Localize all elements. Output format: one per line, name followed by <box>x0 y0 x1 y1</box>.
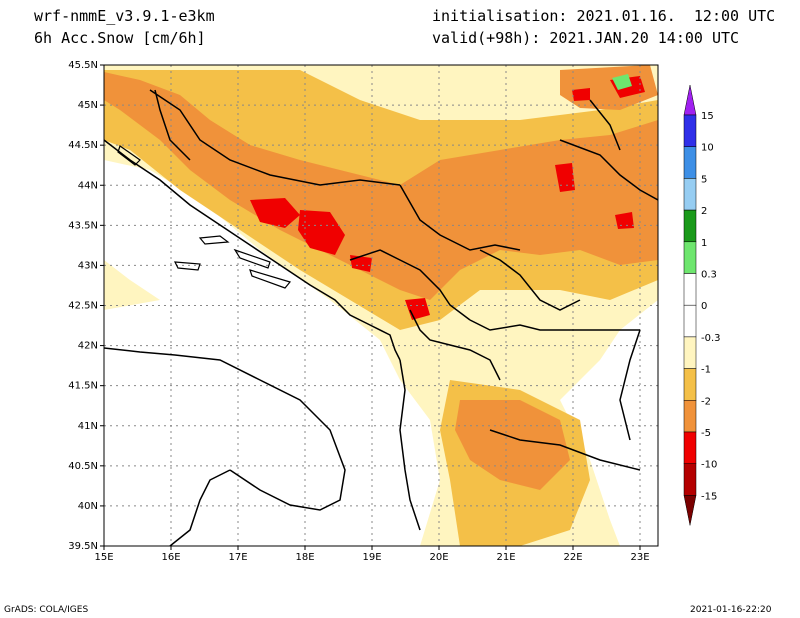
colorbar-bottom-arrow <box>683 495 697 526</box>
colorbar-segment <box>683 304 697 338</box>
lon-label: 21E <box>496 552 515 563</box>
colorbar-label: 2 <box>701 206 707 217</box>
colorbar-segment <box>683 114 697 147</box>
colorbar-segment <box>683 400 697 433</box>
lat-label: 40N <box>78 501 98 512</box>
lat-label: 44.5N <box>68 140 98 151</box>
colorbar-segment <box>683 273 697 306</box>
colorbar-segment <box>683 209 697 243</box>
colorbar-label: 0.3 <box>701 270 717 281</box>
lon-label: 18E <box>295 552 314 563</box>
lat-label: 45.5N <box>68 60 98 71</box>
init-time: initialisation: 2021.01.16. 12:00 UTC <box>432 7 776 25</box>
valid-time: valid(+98h): 2021.JAN.20 14:00 UTC <box>432 29 740 47</box>
field-title: 6h Acc.Snow [cm/6h] <box>34 29 206 47</box>
colorbar-segment <box>683 241 697 274</box>
colorbar-label: 10 <box>701 143 714 154</box>
lat-label: 44N <box>78 180 98 191</box>
lat-label: 41N <box>78 421 98 432</box>
model-title: wrf-nmmE_v3.9.1-e3km <box>34 7 215 25</box>
lat-label: 43N <box>78 260 98 271</box>
colorbar-top-arrow <box>683 84 697 116</box>
colorbar-segment <box>683 463 697 496</box>
colorbar-segment <box>683 178 697 211</box>
lat-label: 39.5N <box>68 541 98 552</box>
graticule <box>104 65 658 546</box>
lat-label: 45N <box>78 100 98 111</box>
colorbar-label: -15 <box>701 491 717 502</box>
latitude-labels: 45.5N 45N 44.5N 44N 43.5N 43N 42.5N 42N 41.5N 41N… <box>68 60 104 552</box>
colorbar-label: -1 <box>701 365 711 376</box>
lon-label: 16E <box>161 552 180 563</box>
colorbar-segment <box>683 368 697 401</box>
lat-label: 41.5N <box>68 381 98 392</box>
lat-label: 42.5N <box>68 301 98 312</box>
colorbar: 15 10 5 2 1 0.3 0 -0.3 -1 -2 -5 -10 -15 <box>683 84 721 526</box>
lon-label: 17E <box>228 552 247 563</box>
colorbar-label: -5 <box>701 428 711 439</box>
colorbar-label: -10 <box>701 460 717 471</box>
footer-left: GrADS: COLA/IGES <box>4 605 89 615</box>
longitude-labels: 15E 16E 17E 18E 19E 20E 21E 22E 23E <box>94 546 650 563</box>
coastlines-and-borders <box>104 89 658 546</box>
colorbar-label: 5 <box>701 174 707 185</box>
colorbar-label: 15 <box>701 111 714 122</box>
lon-label: 23E <box>630 552 649 563</box>
footer-right: 2021-01-16-22:20 <box>690 605 772 615</box>
lat-label: 40.5N <box>68 461 98 472</box>
colorbar-segment <box>683 336 697 369</box>
islands <box>117 145 292 289</box>
colorbar-label: -0.3 <box>701 333 721 344</box>
lon-label: 19E <box>362 552 381 563</box>
lon-label: 20E <box>429 552 448 563</box>
lat-label: 43.5N <box>68 220 98 231</box>
lat-label: 42N <box>78 341 98 352</box>
lon-label: 15E <box>94 552 113 563</box>
colorbar-segment <box>683 146 697 179</box>
lon-label: 22E <box>563 552 582 563</box>
colorbar-segment <box>683 431 697 464</box>
colorbar-label: 1 <box>701 238 707 249</box>
colorbar-label: -2 <box>701 396 711 407</box>
colorbar-label: 0 <box>701 301 707 312</box>
